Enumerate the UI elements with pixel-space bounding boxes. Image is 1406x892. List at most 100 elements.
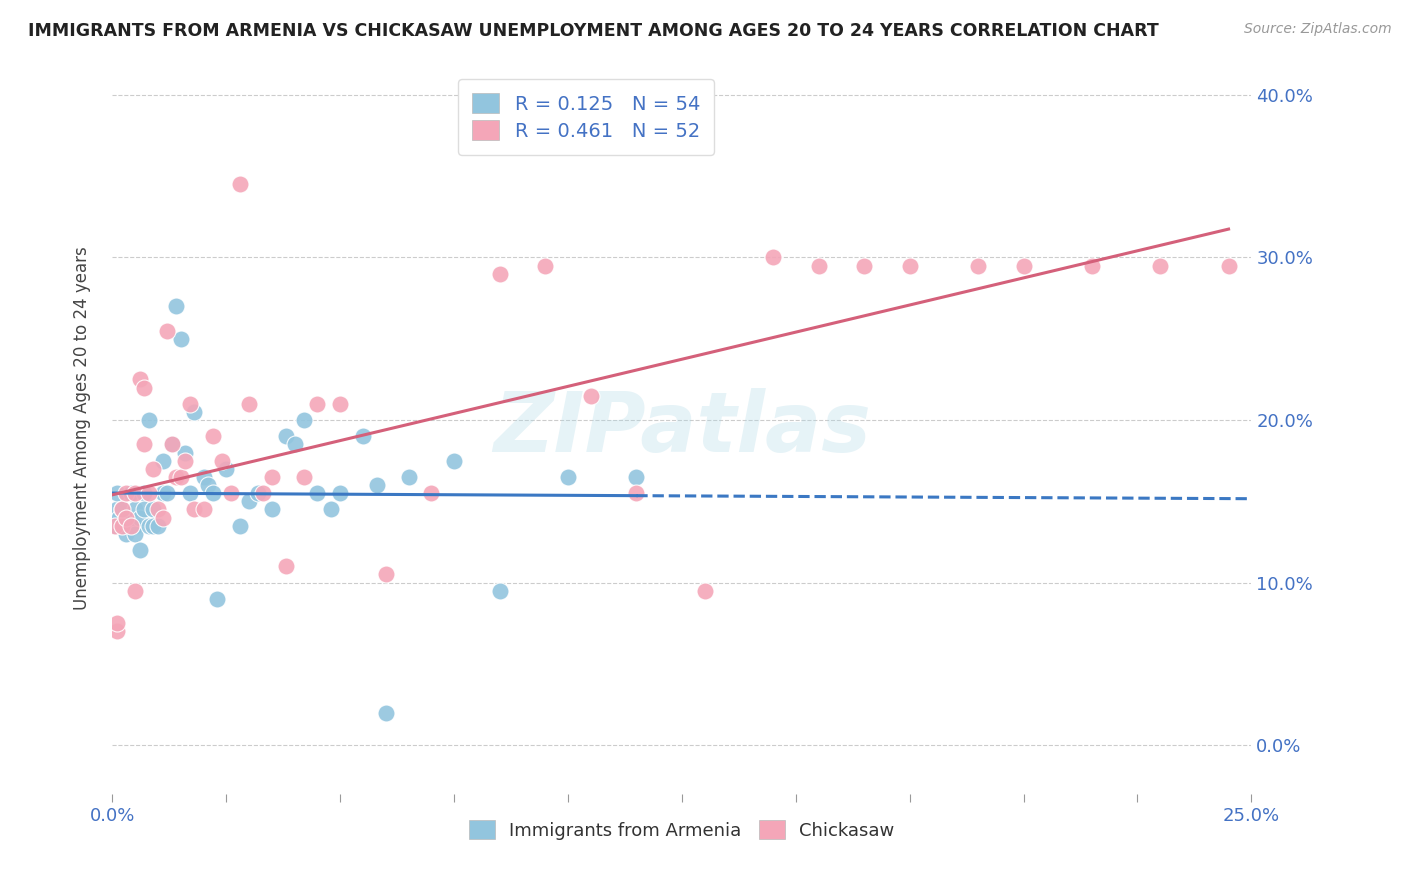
Point [120, 518, 142, 533]
Point [1218, 259, 1240, 273]
Point [366, 478, 388, 492]
Point [134, 486, 156, 500]
Point [110, 518, 132, 533]
Point [197, 478, 219, 492]
Point [128, 543, 150, 558]
Point [1149, 259, 1171, 273]
Point [853, 259, 876, 273]
Point [152, 510, 174, 524]
Point [156, 486, 179, 500]
Point [1081, 259, 1104, 273]
Point [626, 470, 648, 484]
Point [134, 437, 156, 451]
Point [292, 413, 315, 427]
Point [211, 453, 233, 467]
Point [443, 453, 465, 467]
Point [488, 583, 510, 598]
Point [104, 518, 127, 533]
Point [762, 251, 785, 265]
Point [160, 437, 183, 451]
Point [183, 502, 205, 516]
Point [124, 486, 146, 500]
Point [579, 389, 602, 403]
Point [142, 502, 165, 516]
Point [124, 583, 146, 598]
Point [110, 502, 132, 516]
Point [134, 380, 156, 394]
Point [105, 616, 128, 631]
Point [124, 502, 146, 516]
Point [134, 502, 156, 516]
Point [142, 462, 165, 476]
Point [120, 518, 142, 533]
Point [120, 486, 142, 500]
Point [110, 518, 132, 533]
Point [138, 486, 160, 500]
Point [174, 453, 197, 467]
Point [146, 502, 169, 516]
Point [557, 470, 579, 484]
Point [807, 259, 830, 273]
Point [488, 267, 510, 281]
Point [193, 502, 215, 516]
Point [398, 470, 420, 484]
Point [160, 437, 183, 451]
Point [115, 486, 138, 500]
Point [138, 413, 160, 427]
Point [238, 494, 260, 508]
Point [307, 486, 329, 500]
Point [260, 502, 283, 516]
Point [626, 486, 648, 500]
Point [165, 299, 187, 313]
Point [252, 486, 274, 500]
Point [201, 429, 224, 443]
Point [152, 453, 174, 467]
Point [115, 526, 138, 541]
Point [292, 470, 315, 484]
Point [170, 470, 193, 484]
Point [352, 429, 374, 443]
Point [229, 178, 252, 192]
Point [1012, 259, 1035, 273]
Point [260, 470, 283, 484]
Point [693, 583, 716, 598]
Point [170, 332, 193, 346]
Point [128, 510, 150, 524]
Point [110, 502, 132, 516]
Point [374, 706, 396, 720]
Point [284, 437, 307, 451]
Text: ZIPatlas: ZIPatlas [494, 388, 870, 468]
Point [115, 510, 138, 524]
Point [105, 624, 128, 639]
Point [104, 518, 127, 533]
Point [115, 510, 138, 524]
Point [105, 502, 128, 516]
Point [138, 518, 160, 533]
Point [321, 502, 343, 516]
Point [108, 510, 131, 524]
Text: Source: ZipAtlas.com: Source: ZipAtlas.com [1244, 22, 1392, 37]
Point [183, 405, 205, 419]
Point [898, 259, 921, 273]
Point [142, 518, 165, 533]
Point [238, 397, 260, 411]
Point [967, 259, 990, 273]
Point [165, 470, 187, 484]
Point [215, 462, 238, 476]
Y-axis label: Unemployment Among Ages 20 to 24 years: Unemployment Among Ages 20 to 24 years [73, 246, 91, 610]
Point [247, 486, 270, 500]
Point [146, 518, 169, 533]
Point [105, 486, 128, 500]
Point [229, 518, 252, 533]
Point [420, 486, 443, 500]
Point [201, 486, 224, 500]
Point [307, 397, 329, 411]
Point [274, 429, 297, 443]
Point [152, 486, 174, 500]
Point [179, 486, 201, 500]
Point [179, 397, 201, 411]
Point [534, 259, 557, 273]
Point [329, 397, 352, 411]
Point [193, 470, 215, 484]
Point [207, 591, 229, 606]
